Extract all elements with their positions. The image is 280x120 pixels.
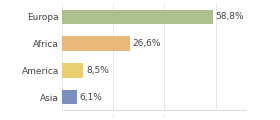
Bar [62,63,83,78]
Text: 8,5%: 8,5% [86,66,109,75]
Bar [62,90,77,104]
Text: 6,1%: 6,1% [80,93,103,102]
Bar [62,36,130,51]
Text: 58,8%: 58,8% [215,12,244,21]
Bar [62,10,213,24]
Text: 26,6%: 26,6% [132,39,161,48]
